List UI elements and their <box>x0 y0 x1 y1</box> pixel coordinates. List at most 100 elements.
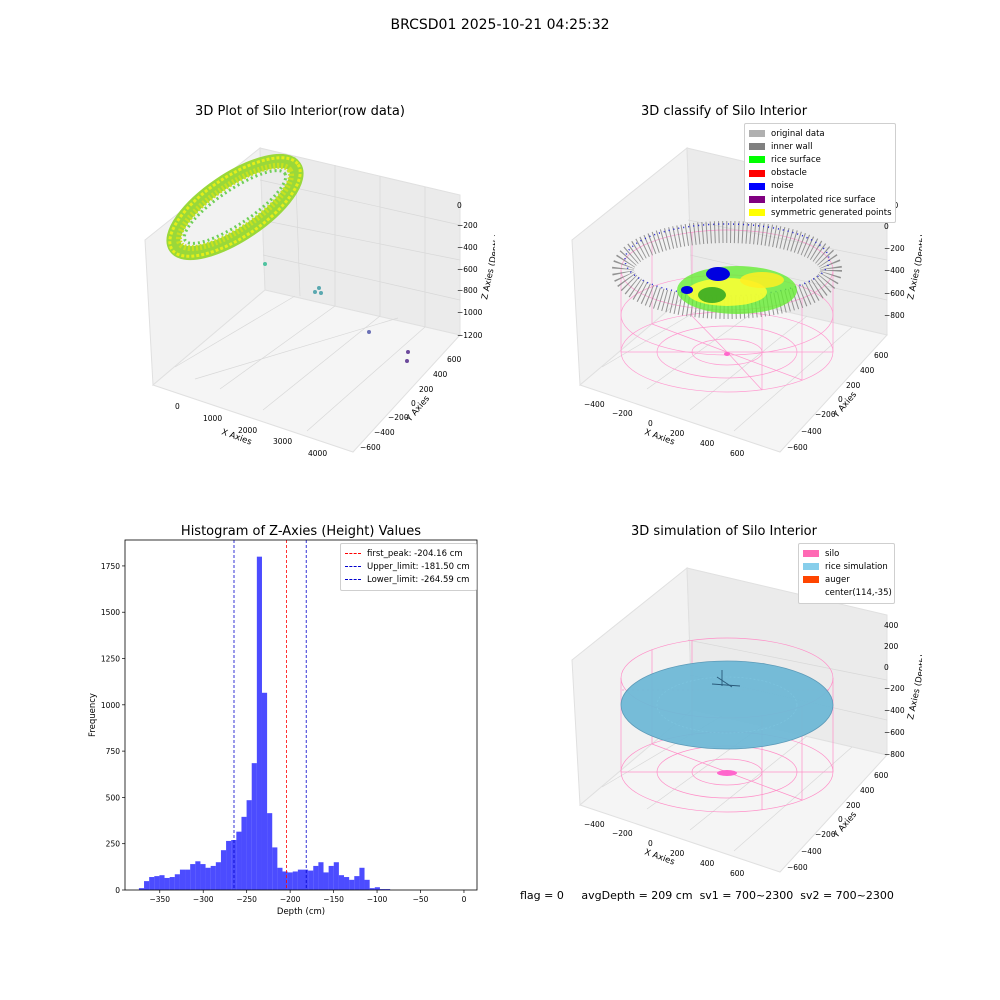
histogram-x-ticks: −350 −300 −250 −200 −150 −100 −50 0 <box>149 890 467 904</box>
classify-rice-surface-points <box>677 266 797 356</box>
histogram-bar <box>195 861 201 890</box>
raw-point-cloud <box>166 153 304 261</box>
simulation-legend-entry: rice simulation <box>803 560 890 573</box>
histogram-bar <box>138 888 145 890</box>
raw-z-tick: −200 <box>457 221 478 230</box>
simulation-legend-swatch <box>803 563 819 571</box>
histogram-bar <box>185 869 191 890</box>
simulation-y-tick: 600 <box>874 771 889 780</box>
histogram-bar <box>344 877 350 890</box>
histogram-y-tick-label: 1250 <box>101 655 120 664</box>
histogram-bar <box>338 875 345 890</box>
simulation-z-tick: 400 <box>884 621 899 630</box>
simulation-x-tick: 200 <box>670 849 685 858</box>
raw-y-tick: 200 <box>419 385 434 394</box>
classify-legend-label: inner wall <box>771 141 813 152</box>
classify-legend-entry: interpolated rice surface <box>749 193 891 206</box>
raw-outlier-points <box>263 262 410 363</box>
histogram-chart: −350 −300 −250 −200 −150 −100 −50 0 0 250 500 750 1… <box>88 539 478 917</box>
histogram-legend-entry: Lower_limit: -264.59 cm <box>345 573 472 586</box>
classify-y-tick: −400 <box>801 427 822 436</box>
classify-legend-label: interpolated rice surface <box>771 194 876 205</box>
histogram-bar <box>220 850 227 890</box>
histogram-bar <box>354 876 360 890</box>
raw-y-axis-label: Y Axies <box>404 394 432 425</box>
simulation-y-tick-labels: 600 400 200 0 −200 −400 −600 <box>787 771 889 872</box>
classify-legend-entry: inner wall <box>749 140 891 153</box>
histogram-bar <box>379 889 386 890</box>
histogram-legend-swatch <box>345 553 361 555</box>
histogram-bar <box>272 847 278 890</box>
histogram-legend-swatch <box>345 566 361 568</box>
classify-legend-label: rice surface <box>771 154 821 165</box>
simulation-legend-label: rice simulation <box>825 561 888 572</box>
histogram-x-tick-label: −250 <box>236 895 257 904</box>
histogram-reference-lines <box>233 540 307 890</box>
histogram-bar <box>267 813 273 890</box>
histogram-x-axis-label: Depth (cm) <box>277 907 325 917</box>
histogram-y-tick-label: 500 <box>106 793 121 802</box>
histogram-bar <box>328 865 334 890</box>
raw-y-tick-labels: 600 400 200 0 −200 −400 −600 <box>360 355 462 452</box>
histogram-bar <box>292 871 298 890</box>
classify-legend-entry: original data <box>749 127 891 140</box>
classify-z-tick: −200 <box>884 244 905 253</box>
histogram-y-tick-label: 1000 <box>101 701 120 710</box>
simulation-legend-swatch <box>803 550 819 558</box>
raw-y-tick: 400 <box>433 370 448 379</box>
simulation-legend-swatch <box>803 590 819 597</box>
classify-y-tick: −200 <box>815 410 836 419</box>
histogram-x-tick-label: −200 <box>280 895 301 904</box>
classify-z-tick: −600 <box>884 289 905 298</box>
simulation-z-tick: 200 <box>884 642 899 651</box>
classify-legend-label: noise <box>771 181 794 192</box>
raw-z-tick: −400 <box>457 243 478 252</box>
classify-plot-title: 3D classify of Silo Interior <box>640 104 808 119</box>
histogram-bars <box>138 556 391 890</box>
simulation-legend-label: center(114,-35) <box>825 588 892 599</box>
histogram-bar <box>297 869 303 890</box>
simulation-auger <box>711 670 741 688</box>
raw-z-tick: −1000 <box>457 308 483 317</box>
simulation-z-axis-label: Z Axies (Depth) <box>906 653 922 720</box>
classify-legend-entry: rice surface <box>749 153 891 166</box>
classify-z-tick: −800 <box>884 311 905 320</box>
raw-z-axis-label: Z Axies (Depth) <box>480 233 495 300</box>
sv1-text: sv1 = 700~2300 <box>699 889 794 902</box>
histogram-legend-label: Lower_limit: -264.59 cm <box>367 574 470 585</box>
simulation-y-axis-label: Y Axies <box>831 810 859 841</box>
classify-legend-swatch <box>749 169 765 177</box>
raw-z-tick: 0 <box>457 201 462 210</box>
histogram-x-tick-label: 0 <box>462 895 467 904</box>
classify-z-axis-label: Z Axies (Depth) <box>906 233 922 300</box>
classify-3d-plot: 200 0 −200 −400 −600 −800 Z Axies (Depth… <box>571 146 922 458</box>
histogram-bar <box>287 872 293 890</box>
histogram-bar <box>261 692 268 890</box>
simulation-y-tick: −600 <box>787 863 808 872</box>
histogram-bar <box>210 865 216 890</box>
simulation-legend: silo rice simulation auger center(114,-35) <box>798 543 895 604</box>
histogram-bar <box>282 871 288 890</box>
histogram-bar <box>179 869 186 890</box>
histogram-bar <box>369 888 375 890</box>
histogram-bar <box>226 840 232 890</box>
raw-grid <box>174 155 461 432</box>
histogram-y-tick-label: 250 <box>106 840 121 849</box>
simulation-legend-label: auger <box>825 574 850 585</box>
raw-y-tick: 600 <box>447 355 462 364</box>
classify-legend-entry: symmetric generated points <box>749 206 892 219</box>
histogram-legend-label: first_peak: -204.16 cm <box>367 548 463 559</box>
classify-z-tick: −400 <box>884 266 905 275</box>
classify-z-tick: 0 <box>884 222 889 231</box>
simulation-3d-plot: 400 200 0 −200 −400 −600 −800 Z Axies (D… <box>571 566 922 878</box>
histogram-bar <box>246 800 252 890</box>
simulation-plot-title: 3D simulation of Silo Interior <box>631 524 817 539</box>
simulation-z-tick: −400 <box>884 706 905 715</box>
simulation-y-tick: −400 <box>801 847 822 856</box>
classify-legend-swatch <box>749 130 765 138</box>
histogram-x-tick-label: −150 <box>323 895 344 904</box>
histogram-title: Histogram of Z-Axies (Height) Values <box>180 524 422 539</box>
simulation-x-tick: −400 <box>584 820 605 829</box>
simulation-rice-surface <box>620 660 834 776</box>
classify-x-tick: −400 <box>584 400 605 409</box>
